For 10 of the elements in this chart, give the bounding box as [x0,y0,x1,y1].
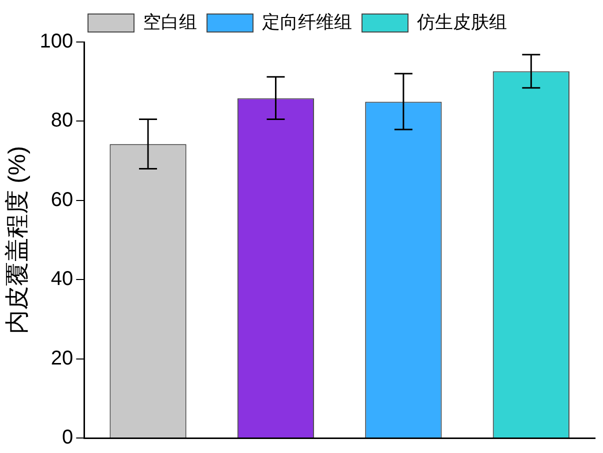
y-tick-label: 0 [62,426,74,449]
y-tick-label: 80 [50,110,74,132]
legend-label: 定向纤维组 [262,12,352,32]
legend-label: 空白组 [143,12,197,32]
y-tick-label: 20 [50,347,74,370]
y-tick-label: 100 [40,30,74,53]
y-axis-title: 内皮覆盖程度 (%) [4,146,32,334]
y-tick-label: 60 [50,188,74,211]
y-tick-label: 40 [50,268,74,290]
legend-label: 仿生皮肤组 [416,12,507,32]
